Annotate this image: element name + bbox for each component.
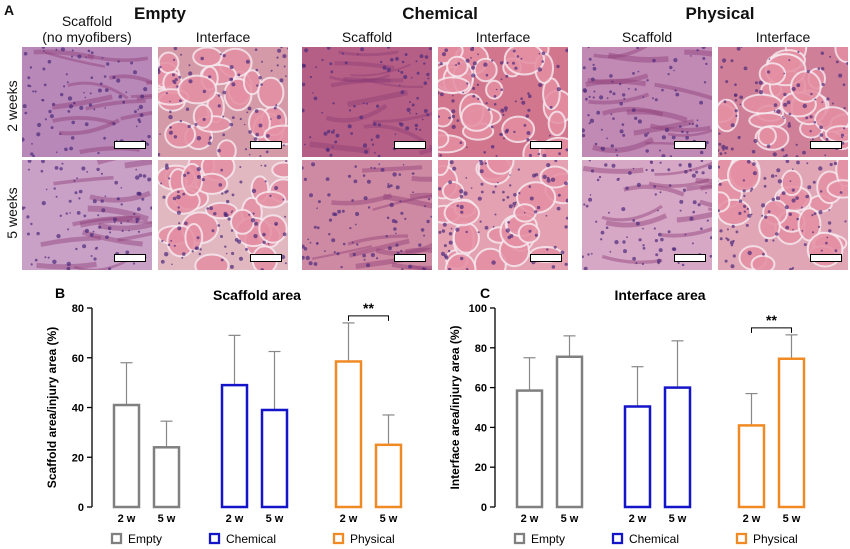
bar <box>112 403 141 509</box>
row-label-5-weeks: 5 weeks <box>4 187 20 239</box>
column-title-scaffold-empty: Scaffold (no myofibers) <box>42 13 132 45</box>
scale-bar <box>674 141 706 149</box>
legend-swatch <box>611 532 624 545</box>
x-tick-label: 5 w <box>561 513 579 525</box>
histology-image <box>158 47 288 157</box>
histology-image <box>582 160 712 270</box>
y-tick-label: 60 <box>72 353 84 365</box>
legend-label: Physical <box>350 532 395 546</box>
scale-bar <box>530 141 562 149</box>
bar <box>663 386 692 509</box>
panel-letter: C <box>480 285 490 301</box>
group-title-physical: Physical <box>685 4 755 23</box>
x-tick-label: 5 w <box>380 513 398 525</box>
histology-image <box>438 160 568 270</box>
legend-label: Chemical <box>226 532 276 546</box>
y-axis-label: Interface area/injury area (%) <box>448 325 462 489</box>
x-tick-label: 5 w <box>266 513 284 525</box>
x-tick-label: 2 w <box>226 513 244 525</box>
bar <box>374 443 403 509</box>
bar <box>334 360 363 509</box>
legend-swatch <box>735 532 748 545</box>
scale-bar <box>114 254 146 262</box>
bar <box>152 446 181 509</box>
histology-image <box>302 160 432 270</box>
panel-letter: B <box>55 285 65 301</box>
x-tick-label: 5 w <box>669 513 687 525</box>
scale-bar <box>394 141 426 149</box>
y-tick-label: 100 <box>469 303 487 315</box>
legend-label: Empty <box>128 532 162 546</box>
x-tick-label: 5 w <box>158 513 176 525</box>
column-title-interface-empty: Interface <box>195 29 251 45</box>
x-tick-label: 2 w <box>340 513 358 525</box>
histology-image <box>22 160 152 270</box>
column-title-interface-chemical: Interface <box>475 29 531 45</box>
significance-label: ** <box>766 312 777 328</box>
scale-bar <box>674 254 706 262</box>
scale-bar <box>250 141 282 149</box>
panel-a-letter: A <box>4 2 15 18</box>
y-tick-label: 20 <box>475 462 487 474</box>
scale-bar <box>394 254 426 262</box>
chart-title: Interface area <box>614 287 705 303</box>
bar <box>515 389 544 509</box>
column-title-interface-physical: Interface <box>755 29 811 45</box>
scale-bar <box>810 141 842 149</box>
legend-swatch <box>332 532 345 545</box>
legend-label: Empty <box>531 532 565 546</box>
histology-image <box>302 47 432 157</box>
histology-image <box>22 47 152 157</box>
y-axis-label: Scaffold area/injury area (%) <box>45 327 59 488</box>
histology-image <box>718 160 848 270</box>
x-tick-label: 2 w <box>629 513 647 525</box>
x-tick-label: 2 w <box>743 513 761 525</box>
scale-bar <box>530 254 562 262</box>
y-tick-label: 40 <box>72 403 84 415</box>
y-tick-label: 40 <box>475 422 487 434</box>
bar <box>260 408 289 509</box>
significance-bracket <box>751 327 792 333</box>
legend-label: Chemical <box>629 532 679 546</box>
chart-title: Scaffold area <box>213 287 301 303</box>
scale-bar <box>250 254 282 262</box>
y-tick-label: 80 <box>72 303 84 315</box>
significance-label: ** <box>363 300 374 316</box>
bar <box>623 405 652 509</box>
legend-swatch <box>110 532 123 545</box>
y-tick-label: 60 <box>475 383 487 395</box>
column-title-scaffold-chemical: Scaffold <box>341 29 393 45</box>
histology-image <box>158 160 288 270</box>
histology-image <box>438 47 568 157</box>
bar <box>737 424 766 509</box>
x-tick-label: 2 w <box>521 513 539 525</box>
y-tick-label: 0 <box>481 502 487 514</box>
bar <box>777 357 806 509</box>
group-title-chemical: Chemical <box>402 4 478 23</box>
scale-bar <box>810 254 842 262</box>
row-label-2-weeks: 2 weeks <box>4 80 20 132</box>
histology-image <box>582 47 712 157</box>
group-title-empty: Empty <box>134 4 186 23</box>
histology-image <box>718 47 848 157</box>
bar <box>555 355 584 509</box>
significance-bracket <box>348 315 389 321</box>
scaffold-area-chart: B Scaffold area Scaffold area/injury area … <box>45 285 403 546</box>
legend-label: Physical <box>753 532 798 546</box>
y-tick-label: 80 <box>475 343 487 355</box>
x-tick-label: 5 w <box>783 513 801 525</box>
scale-bar <box>114 141 146 149</box>
legend-swatch <box>513 532 526 545</box>
column-title-scaffold-physical: Scaffold <box>621 29 673 45</box>
legend-swatch <box>208 532 221 545</box>
y-tick-label: 0 <box>78 502 84 514</box>
interface-area-chart: C Interface area Interface area/injury are… <box>448 285 806 546</box>
x-tick-label: 2 w <box>118 513 136 525</box>
bar <box>220 383 249 509</box>
y-tick-label: 20 <box>72 452 84 464</box>
